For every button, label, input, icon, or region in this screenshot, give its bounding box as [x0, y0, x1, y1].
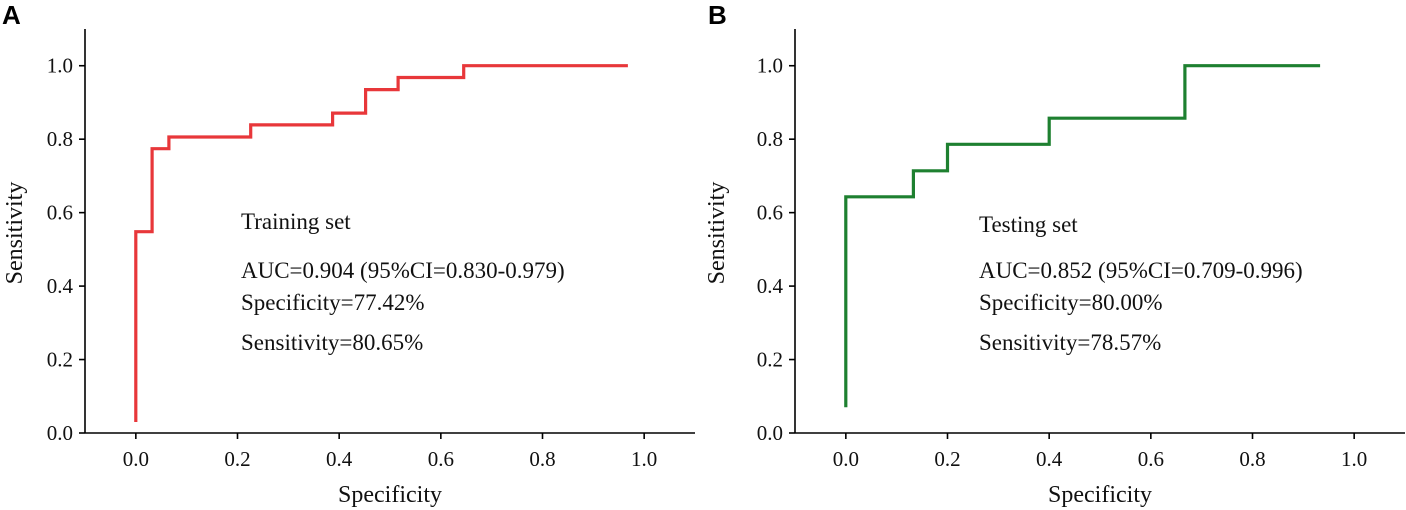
- panel-b-annotation-title: Testing set: [979, 212, 1078, 237]
- panel-b-y-axis-title: Sensitivity: [704, 182, 730, 285]
- panel-b-roc-line: [844, 64, 1321, 408]
- panel-b-y-tick-label: 0.2: [757, 348, 783, 372]
- panel-b-x-tick-label: 0.0: [833, 447, 859, 471]
- panel-a-curve: [134, 64, 628, 422]
- panel-a-x-tick-label: 0.2: [224, 447, 250, 471]
- panel-b-y-tick-label: 1.0: [757, 54, 783, 78]
- panel-a-y-tick-label: 0.0: [47, 421, 73, 445]
- panel-a-x-tick-label: 0.4: [326, 447, 353, 471]
- panel-a: A 0.0 0.2 0.4 0.6 0.8 1.0 0.0 0.2 0.4 0.6 0.8 1.0 S…: [2, 0, 695, 508]
- panel-a-y-tick-label: 1.0: [47, 54, 73, 78]
- panel-a-annotation-specificity: Specificity=77.42%: [241, 290, 425, 315]
- panel-letter-b: B: [708, 0, 727, 30]
- panel-b-annotation-specificity: Specificity=80.00%: [979, 290, 1163, 315]
- panel-b-axes: 0.0 0.2 0.4 0.6 0.8 1.0 0.0 0.2 0.4 0.6 0.8 1.0: [757, 29, 1405, 471]
- panel-b: B 0.0 0.2 0.4 0.6 0.8 1.0 0.0 0.2 0.4 0.6 0.8 1.0 S…: [704, 0, 1405, 508]
- panel-b-x-axis-title: Specificity: [1048, 482, 1152, 508]
- panel-b-x-tick-label: 0.6: [1138, 447, 1164, 471]
- panel-a-x-tick-label: 1.0: [631, 447, 657, 471]
- panel-b-curve: [844, 64, 1321, 408]
- panel-a-y-tick-label: 0.6: [47, 201, 73, 225]
- panel-b-annotation-auc: AUC=0.852 (95%CI=0.709-0.996): [979, 258, 1303, 283]
- panel-a-annotation-title: Training set: [241, 209, 351, 234]
- panel-b-y-tick-label: 0.4: [757, 274, 784, 298]
- panel-a-annotation-auc: AUC=0.904 (95%CI=0.830-0.979): [241, 258, 565, 283]
- panel-a-roc-line: [134, 64, 628, 422]
- panel-b-y-tick-label: 0.8: [757, 127, 783, 151]
- panel-a-x-axis-title: Specificity: [338, 482, 442, 508]
- panel-b-y-tick-label: 0.6: [757, 201, 783, 225]
- panel-a-x-tick-label: 0.0: [123, 447, 149, 471]
- panel-b-x-tick-label: 0.4: [1036, 447, 1063, 471]
- panel-b-x-tick-label: 0.2: [934, 447, 960, 471]
- panel-a-x-tick-label: 0.6: [428, 447, 454, 471]
- panel-b-x-tick-label: 1.0: [1341, 447, 1367, 471]
- panel-b-y-tick-label: 0.0: [757, 421, 783, 445]
- panel-a-axes: 0.0 0.2 0.4 0.6 0.8 1.0 0.0 0.2 0.4 0.6 0.8 1.0: [47, 29, 695, 471]
- panel-a-y-tick-label: 0.4: [47, 274, 74, 298]
- panel-b-x-tick-label: 0.8: [1239, 447, 1265, 471]
- panel-a-x-tick-label: 0.8: [529, 447, 555, 471]
- panel-a-y-tick-label: 0.2: [47, 348, 73, 372]
- panel-b-annotation-sensitivity: Sensitivity=78.57%: [979, 330, 1161, 355]
- panel-a-y-axis-title: Sensitivity: [2, 182, 28, 285]
- panel-a-y-tick-label: 0.8: [47, 127, 73, 151]
- panel-a-annotation-sensitivity: Sensitivity=80.65%: [241, 330, 423, 355]
- panel-letter-a: A: [2, 0, 21, 30]
